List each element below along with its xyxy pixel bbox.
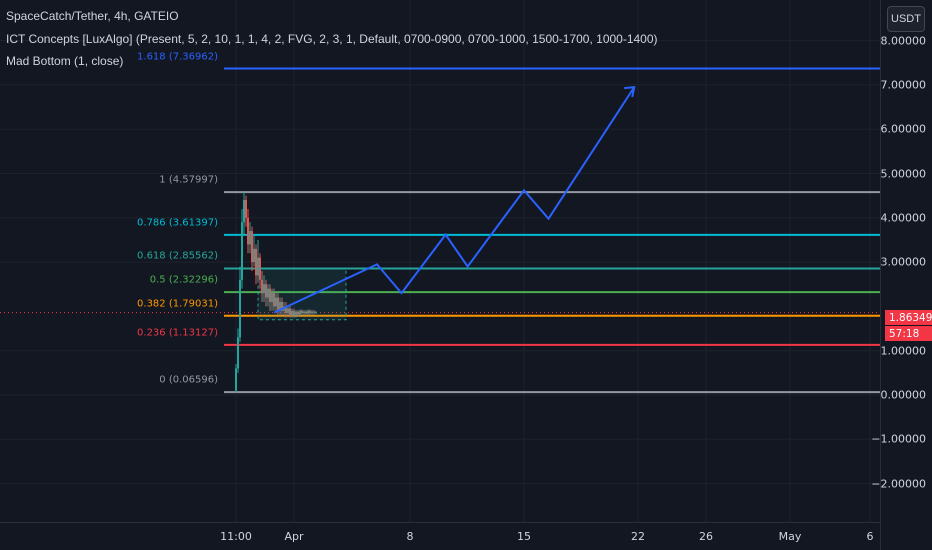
fib-label: 0.618 (2.85562) — [137, 250, 218, 262]
price-tick: 4.00000 — [880, 211, 927, 225]
candle-body — [281, 301, 283, 311]
fib-label: 1.618 (7.36962) — [137, 51, 218, 63]
candle-body — [255, 248, 257, 276]
chart-canvas[interactable] — [0, 0, 880, 522]
time-tick: 15 — [517, 530, 531, 543]
fib-label: 0 (0.06596) — [159, 374, 218, 386]
fib-label: 0.382 (1.79031) — [137, 298, 218, 310]
candle-body — [279, 301, 281, 311]
price-tick: 8.00000 — [880, 34, 927, 48]
candle-body — [293, 310, 295, 316]
candle-body — [273, 293, 275, 307]
candle-body — [285, 306, 287, 314]
time-tick: 26 — [699, 530, 713, 543]
price-tick: −2.00000 — [871, 477, 926, 491]
chart-area[interactable]: SpaceCatch/Tether, 4h, GATEIO ICT Concep… — [0, 0, 880, 522]
candle-body — [277, 297, 279, 311]
candle-body — [291, 310, 293, 316]
price-tick: −1.00000 — [871, 432, 926, 446]
candle-body — [241, 222, 243, 280]
price-tick: 7.00000 — [880, 78, 927, 92]
candle-body — [239, 279, 241, 338]
indicator-mad-bottom[interactable]: Mad Bottom (1, close) — [6, 54, 124, 68]
candle-body — [307, 310, 309, 314]
candle-body — [251, 231, 253, 263]
time-tick: 11:00 — [220, 530, 252, 543]
projection-path — [273, 85, 636, 314]
candles — [235, 192, 347, 393]
candle-body — [275, 297, 277, 307]
price-tick: 3.00000 — [880, 255, 927, 269]
candle-body — [243, 200, 245, 223]
price-tick: 0.00000 — [880, 388, 927, 402]
candle-body — [289, 308, 291, 316]
countdown-badge: 57:18 — [885, 326, 932, 341]
currency-button[interactable]: USDT — [887, 6, 925, 32]
candle-body — [257, 257, 259, 276]
candle-body — [245, 200, 247, 218]
grid-lines — [0, 0, 880, 522]
candle-body — [261, 279, 263, 294]
fib-label: 0.5 (2.32296) — [149, 274, 218, 286]
candle-body — [313, 311, 315, 313]
candle-body — [301, 310, 303, 314]
price-tick: 5.00000 — [880, 167, 927, 180]
symbol-title[interactable]: SpaceCatch/Tether, 4h, GATEIO — [6, 9, 179, 23]
fib-label: 1 (4.57997) — [159, 174, 218, 186]
time-tick: May — [778, 530, 802, 543]
projection-line — [273, 86, 636, 314]
time-tick: 6 — [866, 530, 874, 543]
price-tick: 1.00000 — [880, 344, 927, 358]
candle-body — [269, 288, 271, 302]
candle-body — [249, 231, 251, 245]
candle-body — [309, 310, 311, 314]
candle-body — [247, 217, 249, 245]
indicator-ict-concepts[interactable]: ICT Concepts [LuxAlgo] (Present, 5, 2, 1… — [6, 32, 658, 46]
time-tick: 8 — [406, 530, 414, 543]
fib-label: 0.236 (1.13127) — [137, 327, 218, 339]
candle-body — [311, 311, 313, 314]
candle-body — [267, 288, 269, 298]
candle-body — [271, 293, 273, 302]
price-axis[interactable]: USDT 8.00000 7.00000 6.00000 5.00000 4.00000… — [871, 0, 932, 550]
candle-body — [297, 311, 299, 315]
candle-body — [263, 284, 265, 294]
candle-body — [265, 284, 267, 298]
candle-body — [315, 312, 317, 314]
fib-levels — [0, 67, 880, 394]
projection-arrowhead — [624, 85, 636, 98]
candle-body — [235, 368, 237, 391]
candle-body — [299, 310, 301, 315]
candle-body — [295, 311, 297, 316]
time-tick: Apr — [284, 530, 304, 543]
time-tick: 22 — [631, 530, 645, 543]
fib-label: 0.786 (3.61397) — [137, 217, 218, 229]
price-tick: 6.00000 — [880, 122, 927, 136]
candle-body — [237, 337, 239, 369]
candle-body — [303, 311, 305, 314]
fvg-box — [257, 268, 347, 321]
candle-body — [287, 308, 289, 314]
time-axis[interactable]: 11:00 Apr 8 15 22 26 May 6 — [0, 522, 880, 550]
candle-body — [305, 311, 307, 314]
last-price-badge: 1.86349 — [885, 310, 932, 325]
candle-body — [253, 248, 255, 263]
